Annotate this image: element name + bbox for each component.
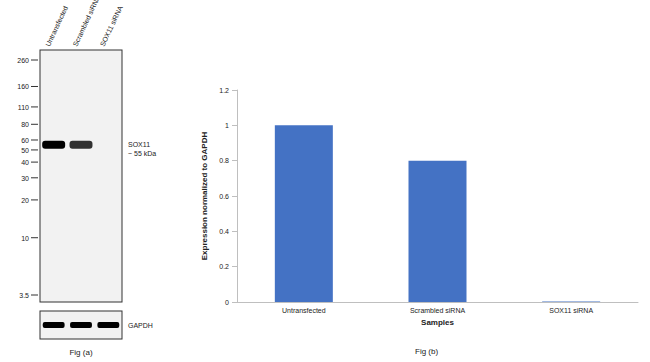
svg-text:60: 60 xyxy=(21,137,29,144)
svg-text:260: 260 xyxy=(17,57,29,64)
svg-text:~ 55 kDa: ~ 55 kDa xyxy=(128,150,156,157)
svg-text:0.8: 0.8 xyxy=(219,157,229,164)
svg-text:80: 80 xyxy=(21,121,29,128)
svg-text:Scrambled siRNA: Scrambled siRNA xyxy=(72,0,102,47)
svg-text:50: 50 xyxy=(21,147,29,154)
svg-text:20: 20 xyxy=(21,197,29,204)
svg-text:SOX11 siRNA: SOX11 siRNA xyxy=(549,307,593,314)
svg-text:Untransfected: Untransfected xyxy=(282,307,326,314)
svg-text:Expression normalized to GAPDH: Expression normalized to GAPDH xyxy=(200,132,209,261)
svg-text:160: 160 xyxy=(17,83,29,90)
svg-text:0.4: 0.4 xyxy=(219,228,229,235)
svg-text:1.2: 1.2 xyxy=(219,87,229,94)
svg-text:Scrambled siRNA: Scrambled siRNA xyxy=(410,307,466,314)
svg-text:110: 110 xyxy=(18,104,29,111)
svg-text:Fig (a): Fig (a) xyxy=(69,348,92,357)
svg-text:0.2: 0.2 xyxy=(219,263,229,270)
svg-text:40: 40 xyxy=(21,159,29,166)
svg-text:Samples: Samples xyxy=(421,318,454,327)
svg-text:1: 1 xyxy=(225,122,229,129)
svg-text:Untransfected: Untransfected xyxy=(44,5,69,48)
svg-text:Fig (b): Fig (b) xyxy=(415,347,438,356)
svg-text:30: 30 xyxy=(21,175,29,182)
svg-text:0: 0 xyxy=(225,299,229,306)
svg-text:SOX11: SOX11 xyxy=(128,141,150,148)
svg-text:GAPDH: GAPDH xyxy=(128,322,153,329)
svg-text:3.5: 3.5 xyxy=(19,292,29,299)
svg-text:0.6: 0.6 xyxy=(219,193,229,200)
svg-text:SOX11 siRNA: SOX11 siRNA xyxy=(99,4,124,47)
svg-text:10: 10 xyxy=(21,235,29,242)
